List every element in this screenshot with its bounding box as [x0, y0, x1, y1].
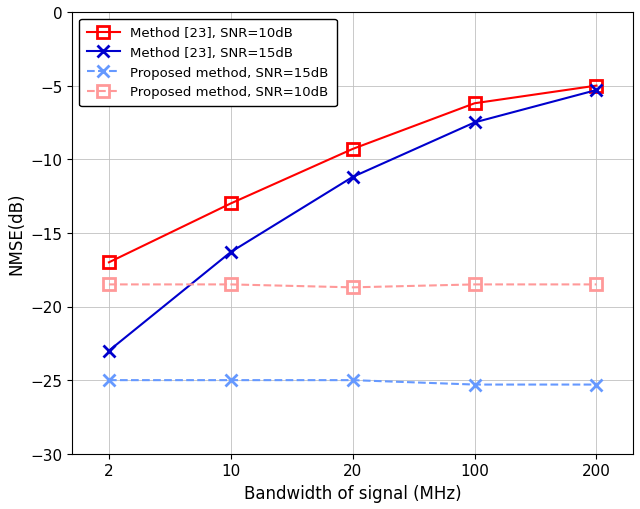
- Method [23], SNR=15dB: [349, 175, 356, 181]
- Line: Proposed method, SNR=15dB: Proposed method, SNR=15dB: [103, 375, 602, 390]
- Line: Proposed method, SNR=10dB: Proposed method, SNR=10dB: [103, 279, 602, 293]
- Line: Method [23], SNR=10dB: Method [23], SNR=10dB: [103, 81, 602, 268]
- Proposed method, SNR=10dB: [227, 282, 235, 288]
- Method [23], SNR=10dB: [349, 147, 356, 153]
- Proposed method, SNR=15dB: [593, 382, 600, 388]
- Method [23], SNR=10dB: [105, 260, 113, 266]
- Proposed method, SNR=10dB: [349, 285, 356, 291]
- Y-axis label: NMSE(dB): NMSE(dB): [7, 192, 25, 274]
- X-axis label: Bandwidth of signal (MHz): Bandwidth of signal (MHz): [244, 484, 461, 502]
- Method [23], SNR=10dB: [471, 101, 479, 107]
- Proposed method, SNR=10dB: [593, 282, 600, 288]
- Proposed method, SNR=10dB: [105, 282, 113, 288]
- Method [23], SNR=15dB: [227, 249, 235, 256]
- Proposed method, SNR=15dB: [105, 377, 113, 383]
- Method [23], SNR=10dB: [227, 201, 235, 207]
- Method [23], SNR=15dB: [105, 348, 113, 354]
- Method [23], SNR=15dB: [471, 120, 479, 126]
- Method [23], SNR=15dB: [593, 88, 600, 94]
- Proposed method, SNR=15dB: [471, 382, 479, 388]
- Legend: Method [23], SNR=10dB, Method [23], SNR=15dB, Proposed method, SNR=15dB, Propose: Method [23], SNR=10dB, Method [23], SNR=…: [79, 19, 337, 107]
- Method [23], SNR=10dB: [593, 83, 600, 90]
- Proposed method, SNR=10dB: [471, 282, 479, 288]
- Line: Method [23], SNR=15dB: Method [23], SNR=15dB: [103, 86, 602, 356]
- Proposed method, SNR=15dB: [349, 377, 356, 383]
- Proposed method, SNR=15dB: [227, 377, 235, 383]
